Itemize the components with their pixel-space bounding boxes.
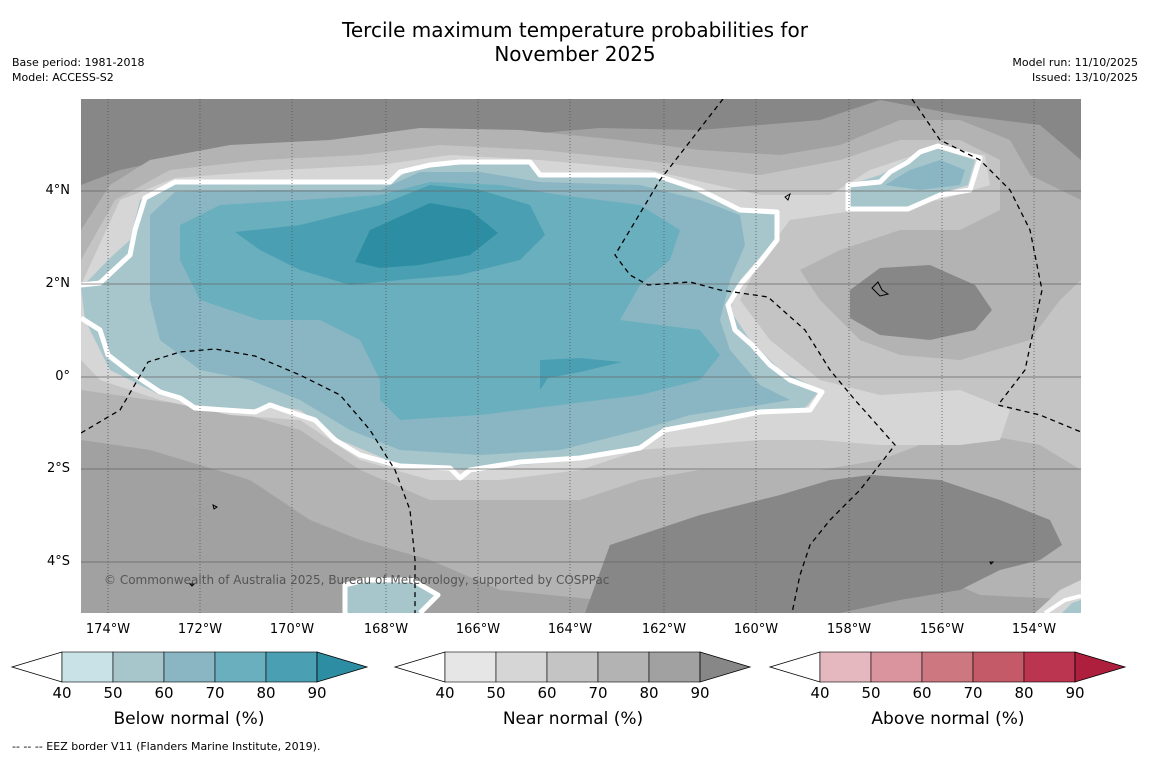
colorbar-above-tick: 80	[1014, 684, 1034, 702]
colorbar-near-tick: 40	[435, 684, 455, 702]
base-period: Base period: 1981-2018	[12, 56, 145, 69]
colorbar-above-tick: 60	[912, 684, 932, 702]
below-boundary-south	[342, 577, 441, 613]
colorbar-below-segment	[61, 651, 114, 683]
lon-label-156w: 156°W	[919, 622, 965, 637]
below-90-region	[355, 203, 498, 268]
colorbar-below-segment	[214, 651, 267, 683]
colorbar-below-segment	[163, 651, 216, 683]
colorbars	[10, 651, 1127, 683]
model-name: Model: ACCESS-S2	[12, 71, 114, 84]
meta-right: Model run: 11/10/2025 Issued: 13/10/2025	[1012, 55, 1138, 85]
lat-label-0: 0°	[55, 369, 70, 384]
colorbar-above-tick: 90	[1065, 684, 1085, 702]
colorbar-near-tick: 60	[537, 684, 557, 702]
lat-label-4s: 4°S	[46, 554, 70, 569]
eez-footnote: -- -- -- EEZ border V11 (Flanders Marine…	[12, 740, 321, 753]
map-title: Tercile maximum temperature probabilitie…	[0, 18, 1150, 66]
colorbar-near-tick: 70	[588, 684, 608, 702]
colorbar-title-near: Near normal (%)	[502, 709, 644, 729]
lon-label-164w: 164°W	[547, 622, 593, 637]
copyright-note: © Commonwealth of Australia 2025, Bureau…	[104, 573, 610, 587]
near-90-southeast	[585, 475, 1062, 613]
colorbar-above-segment	[972, 651, 1025, 683]
colorbar-title-above: Above normal (%)	[871, 709, 1025, 729]
colorbar-above-tick: 40	[810, 684, 830, 702]
below-60-region-east	[885, 160, 965, 190]
lon-label-162w: 162°W	[641, 622, 687, 637]
lon-label-166w: 166°W	[455, 622, 501, 637]
issued-date: Issued: 13/10/2025	[1031, 71, 1138, 84]
map-plot-area	[81, 99, 1081, 613]
colorbar-below-segment	[265, 651, 318, 683]
lat-label-2n: 2°N	[45, 276, 71, 291]
lat-label-2s: 2°S	[46, 461, 70, 476]
colorbar-below-max-extend	[316, 651, 369, 683]
lon-label-160w: 160°W	[733, 622, 779, 637]
model-run: Model run: 11/10/2025	[1012, 56, 1138, 69]
below-boundary-line	[81, 159, 825, 481]
title-line-1: Tercile maximum temperature probabilitie…	[342, 18, 808, 42]
colorbar-below-tick: 90	[307, 684, 327, 702]
colorbar-below-tick: 80	[256, 684, 276, 702]
eez-borders	[81, 99, 1081, 613]
colorbar-below-tick: 40	[52, 684, 72, 702]
lon-label-174w: 174°W	[85, 622, 131, 637]
colorbar-title-below: Below normal (%)	[113, 709, 265, 729]
colorbar-below-tick: 60	[154, 684, 174, 702]
lon-label-172w: 172°W	[177, 622, 223, 637]
colorbar-above-max-extend	[1074, 651, 1127, 683]
colorbar-near-max-extend	[699, 651, 752, 683]
colorbar-near-tick: 80	[639, 684, 659, 702]
below-hint-southeast	[1062, 600, 1081, 613]
colorbar-above-segment	[921, 651, 974, 683]
colorbar-near-tick: 90	[690, 684, 710, 702]
colorbar-near-tick: 50	[486, 684, 506, 702]
colorbar-above-tick: 70	[963, 684, 983, 702]
lon-label-170w: 170°W	[269, 622, 315, 637]
lon-label-158w: 158°W	[826, 622, 872, 637]
colorbar-below-tick: 70	[205, 684, 225, 702]
lat-label-4n: 4°N	[45, 183, 71, 198]
lon-label-154w: 154°W	[1011, 622, 1057, 637]
colorbar-near-segment	[597, 651, 650, 683]
colorbar-near-segment	[495, 651, 548, 683]
colorbar-near-segment	[546, 651, 599, 683]
below-boundary-east	[845, 143, 983, 212]
latitude-lines	[81, 190, 1081, 563]
colorbar-below-segment	[112, 651, 165, 683]
colorbar-above-segment	[819, 651, 872, 683]
colorbar-above-tick: 50	[861, 684, 881, 702]
colorbar-above-segment	[870, 651, 923, 683]
colorbar-above-segment	[1023, 651, 1076, 683]
colorbar-near-segment	[648, 651, 701, 683]
island-outlines	[188, 192, 995, 587]
colorbar-below-tick: 50	[103, 684, 123, 702]
below-50-region-south	[345, 580, 435, 613]
colorbar-above-min-extend	[768, 651, 821, 683]
title-line-2: November 2025	[494, 42, 656, 66]
lon-label-168w: 168°W	[363, 622, 409, 637]
colorbar-near-segment	[444, 651, 497, 683]
below-boundary-southeast	[1043, 594, 1081, 613]
colorbar-near-min-extend	[393, 651, 446, 683]
above-hint-southeast	[1035, 580, 1081, 613]
meta-left: Base period: 1981-2018 Model: ACCESS-S2	[12, 55, 144, 85]
near-90-top	[81, 99, 1081, 185]
colorbar-below-min-extend	[10, 651, 63, 683]
below-80-region-south	[540, 358, 622, 390]
